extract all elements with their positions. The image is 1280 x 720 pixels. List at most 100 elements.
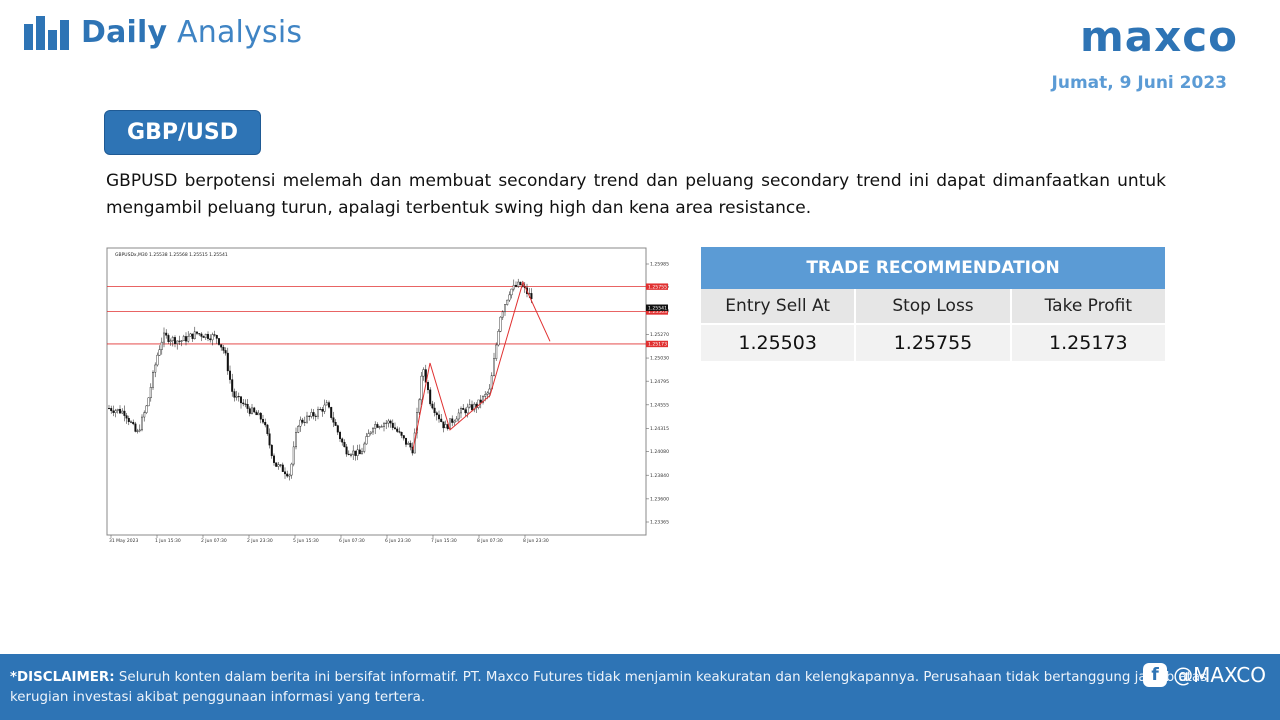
candle-body <box>310 412 313 417</box>
candle-body <box>200 333 203 337</box>
candle-body <box>136 430 139 432</box>
candle-body <box>209 338 212 341</box>
candle-body <box>272 455 275 463</box>
candle-body <box>334 422 337 426</box>
stop-loss-value: 1.25755 <box>856 325 1012 361</box>
candle-body <box>321 409 324 412</box>
candle-body <box>471 404 474 411</box>
candle-body <box>118 408 121 414</box>
candle-body <box>283 471 286 475</box>
x-tick-label: 7 Jun 15:30 <box>431 538 457 544</box>
candle-body <box>211 334 214 341</box>
brand-header: Daily Analysis <box>24 14 302 50</box>
candle-body <box>173 337 176 344</box>
candle-body <box>141 416 144 431</box>
candle-body <box>343 441 346 448</box>
y-tick-label: 1.24795 <box>650 379 669 385</box>
analysis-description: GBPUSD berpotensi melemah dan membuat se… <box>106 171 1166 218</box>
candle-body <box>358 449 361 455</box>
candle-body <box>160 341 163 350</box>
social-handle-block[interactable]: f @MAXCO <box>1143 663 1266 687</box>
candle-body <box>237 396 240 398</box>
page-title: Daily Analysis <box>81 15 302 50</box>
candle-body <box>418 399 421 413</box>
facebook-icon[interactable]: f <box>1143 663 1168 687</box>
candle-body <box>191 333 194 339</box>
x-tick-label: 31 May 2023 <box>109 538 138 544</box>
y-tick-label: 1.24315 <box>650 426 669 432</box>
y-tick-label: 1.24080 <box>650 449 669 455</box>
trade-labels-row: Entry Sell At Stop Loss Take Profit <box>701 289 1165 325</box>
candle-body <box>163 332 166 343</box>
candle-body <box>372 428 375 433</box>
take-profit-label: Take Profit <box>1011 289 1165 325</box>
x-tick-label: 2 Jun 07:30 <box>201 538 227 544</box>
current-price-label: 1.25541 <box>648 305 667 311</box>
title-bold: Daily <box>81 14 168 50</box>
candle-body <box>270 444 273 457</box>
candle-body <box>378 426 381 428</box>
candle-body <box>385 422 388 424</box>
candle-body <box>204 333 207 338</box>
candle-body <box>327 402 330 408</box>
candle-body <box>143 412 146 418</box>
candle-body <box>338 431 341 440</box>
candle-body <box>391 422 394 428</box>
candle-body <box>460 408 463 414</box>
candle-body <box>261 419 264 423</box>
candle-body <box>479 399 482 403</box>
candle-body <box>215 334 218 339</box>
candle-body <box>193 331 196 339</box>
candle-body <box>330 406 333 418</box>
entry-value: 1.25503 <box>701 325 857 361</box>
candle-body <box>510 288 513 296</box>
candle-body <box>242 402 245 405</box>
candle-body <box>165 332 168 336</box>
candle-body <box>292 446 295 465</box>
candle-body <box>349 454 352 456</box>
candle-body <box>257 412 260 416</box>
candle-body <box>299 419 302 427</box>
disclaimer-text: Seluruh konten dalam berita ini bersifat… <box>10 670 1208 705</box>
candle-body <box>138 429 141 432</box>
candlesticks <box>108 278 533 481</box>
x-tick-label: 5 Jun 15:30 <box>293 538 319 544</box>
trade-recommendation-table: TRADE RECOMMENDATION Entry Sell At Stop … <box>701 247 1165 361</box>
candle-body <box>495 344 498 359</box>
x-tick-label: 1 Jun 15:30 <box>155 538 181 544</box>
candle-body <box>121 410 124 414</box>
current-price-tag <box>646 304 668 311</box>
candle-body <box>171 337 174 342</box>
maxco-logo: maxco <box>1080 12 1238 61</box>
y-tick-label: 1.23600 <box>650 496 669 502</box>
social-handle[interactable]: @MAXCO <box>1173 663 1266 687</box>
chart-svg: GBPUSDx,M30 1.25538 1.25568 1.25515 1.25… <box>105 246 672 546</box>
trade-values-row: 1.25503 1.25755 1.25173 <box>701 325 1165 361</box>
pair-badge: GBP/USD <box>105 111 260 154</box>
candle-body <box>198 333 201 335</box>
candle-body <box>356 449 359 456</box>
candle-body <box>433 407 436 413</box>
candle-body <box>281 464 284 472</box>
candle-body <box>132 421 135 425</box>
candle-body <box>323 404 326 412</box>
candle-body <box>431 403 434 409</box>
candle-body <box>466 406 469 414</box>
candle-body <box>275 462 278 467</box>
candle-body <box>187 336 190 342</box>
candle-body <box>409 442 412 448</box>
candle-body <box>255 411 258 416</box>
candle-body <box>501 311 504 318</box>
candle-body <box>268 433 271 446</box>
candle-body <box>438 414 441 420</box>
candle-body <box>499 316 502 332</box>
candle-body <box>440 418 443 422</box>
candle-body <box>246 404 249 409</box>
candle-body <box>145 405 148 413</box>
candle-body <box>314 415 317 417</box>
candle-body <box>303 421 306 423</box>
candle-body <box>394 427 397 430</box>
resistance-level-label: 1.25755 <box>648 284 667 290</box>
x-tick-label: 6 Jun 23:30 <box>385 538 411 544</box>
candle-body <box>244 403 247 405</box>
